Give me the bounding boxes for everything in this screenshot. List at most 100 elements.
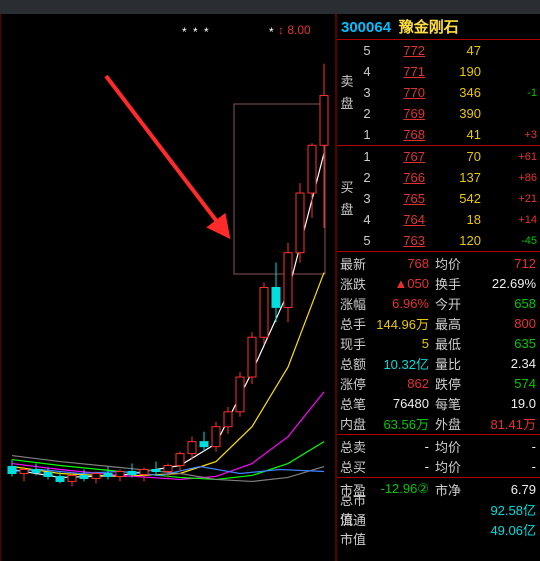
stat-value: 76480 — [375, 396, 435, 411]
price: 765 — [377, 191, 425, 206]
stat-row: 总卖-均价- — [337, 436, 540, 456]
stat-value: - — [375, 459, 435, 474]
stat-label: 均价 — [435, 254, 473, 273]
orderbook-row[interactable]: 2769390 — [357, 103, 540, 124]
stat-label: 最新 — [337, 254, 375, 273]
stat-label: 涨跌 — [337, 274, 375, 293]
stat-label: 均价 — [435, 457, 473, 476]
stats-block-2: 总卖-均价-总买-均价- — [337, 435, 540, 477]
stat-value: 712 — [473, 256, 540, 271]
orderbook-row[interactable]: 4771190 — [357, 61, 540, 82]
stat-row: 总手144.96万最高800 — [337, 313, 540, 333]
stat-label: 最高 — [435, 314, 473, 333]
stat-label: 现手 — [337, 334, 375, 353]
stat-label: 总额 — [337, 354, 375, 373]
price: 769 — [377, 106, 425, 121]
stock-name[interactable]: 豫金刚石 — [399, 19, 459, 36]
delta: +3 — [481, 129, 539, 141]
buy-label: 买 盘 — [337, 146, 357, 251]
stat-label: 涨停 — [337, 374, 375, 393]
svg-text:*: * — [193, 25, 198, 39]
stat-label: 最低 — [435, 334, 473, 353]
orderbook: 卖 盘 57724747711903770346-12769390176841+… — [337, 39, 540, 252]
quote-panel: 300064 豫金刚石 卖 盘 57724747711903770346-127… — [337, 14, 540, 561]
stat-label: 每笔 — [435, 394, 473, 413]
stat-row: 涨幅6.96%今开658 — [337, 293, 540, 313]
orderbook-row[interactable]: 476418+14 — [357, 209, 540, 230]
stat-row: 总买-均价- — [337, 456, 540, 476]
volume: 190 — [425, 64, 481, 79]
stat-value: 5 — [375, 336, 435, 351]
stat-value: 768 — [375, 256, 435, 271]
stat-label: 涨幅 — [337, 294, 375, 313]
delta: +14 — [481, 214, 539, 226]
main: ****↕ 8.00 300064 豫金刚石 卖 盘 5772474771190… — [0, 14, 540, 561]
stat-row: 总笔76480每笔19.0 — [337, 393, 540, 413]
orderbook-row[interactable]: 176770+61 — [357, 146, 540, 167]
volume: 120 — [425, 233, 481, 248]
stat-row: 涨跌▲050换手22.69% — [337, 273, 540, 293]
level: 2 — [357, 170, 377, 185]
stat-label: 内盘 — [337, 414, 375, 433]
stat-row: 内盘63.56万外盘81.41万 — [337, 413, 540, 433]
candlestick-chart[interactable]: ****↕ 8.00 — [0, 14, 337, 561]
stat-value: 49.06亿 — [473, 520, 540, 539]
price: 770 — [377, 85, 425, 100]
stat-label: 跌停 — [435, 374, 473, 393]
stat-value: -12.96② — [375, 481, 435, 497]
stat-row: 最新768均价712 — [337, 253, 540, 273]
stat-row: 总额10.32亿量比2.34 — [337, 353, 540, 373]
volume: 137 — [425, 170, 481, 185]
orderbook-row[interactable]: 176841+3 — [357, 124, 540, 145]
orderbook-row[interactable]: 5763120-45 — [357, 230, 540, 251]
volume: 41 — [425, 127, 481, 142]
delta: -1 — [481, 87, 539, 99]
stat-value: 10.32亿 — [375, 354, 435, 373]
stat-label: 今开 — [435, 294, 473, 313]
price: 766 — [377, 170, 425, 185]
price: 771 — [377, 64, 425, 79]
stat-row: 涨停862跌停574 — [337, 373, 540, 393]
stat-value: - — [473, 459, 540, 474]
stat-value: 2.34 — [473, 356, 540, 371]
orderbook-row[interactable]: 3770346-1 — [357, 82, 540, 103]
stat-value: 862 — [375, 376, 435, 391]
stat-label: 总笔 — [337, 394, 375, 413]
price: 767 — [377, 149, 425, 164]
stat-label: 市净 — [435, 480, 473, 499]
price: 768 — [377, 127, 425, 142]
stat-row: 流通市值49.06亿 — [337, 519, 540, 539]
stat-value: 635 — [473, 336, 540, 351]
level: 2 — [357, 106, 377, 121]
orderbook-row[interactable]: 2766137+86 — [357, 167, 540, 188]
volume: 47 — [425, 43, 481, 58]
volume: 542 — [425, 191, 481, 206]
stock-code[interactable]: 300064 — [341, 19, 391, 36]
volume: 390 — [425, 106, 481, 121]
level: 4 — [357, 212, 377, 227]
level: 5 — [357, 43, 377, 58]
stat-label: 量比 — [435, 354, 473, 373]
delta: +61 — [481, 151, 539, 163]
orderbook-row[interactable]: 577247 — [357, 40, 540, 61]
volume: 18 — [425, 212, 481, 227]
stat-value: 6.79 — [473, 482, 540, 497]
svg-text:*: * — [182, 25, 187, 39]
volume: 346 — [425, 85, 481, 100]
stat-value: 574 — [473, 376, 540, 391]
stats-block-3: 市盈-12.96②市净6.79总市值92.58亿流通市值49.06亿 — [337, 478, 540, 540]
svg-text:*: * — [269, 25, 274, 39]
price: 772 — [377, 43, 425, 58]
svg-text:*: * — [204, 25, 209, 39]
stat-value: - — [375, 439, 435, 454]
delta: -45 — [481, 235, 539, 247]
stat-value: - — [473, 439, 540, 454]
price: 763 — [377, 233, 425, 248]
stat-value: 658 — [473, 296, 540, 311]
orderbook-row[interactable]: 3765542+21 — [357, 188, 540, 209]
stat-label: 外盘 — [435, 414, 473, 433]
level: 5 — [357, 233, 377, 248]
top-bar — [0, 0, 540, 14]
stat-value: 81.41万 — [473, 414, 540, 433]
stat-label: 总卖 — [337, 437, 375, 456]
